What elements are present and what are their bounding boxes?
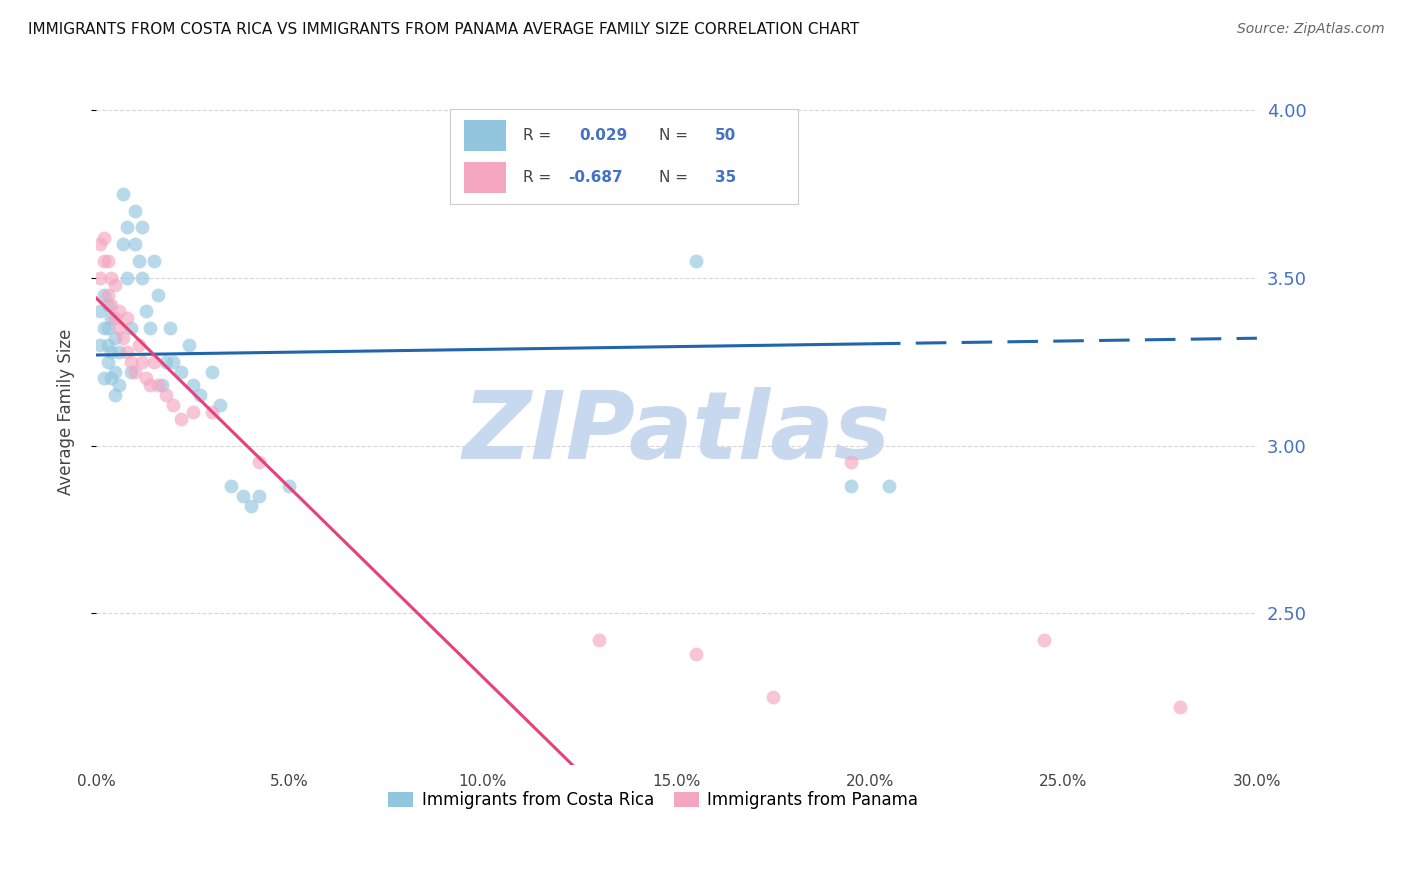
Point	[201, 365, 224, 379]
Point	[155, 388, 177, 402]
Point	[120, 321, 142, 335]
Point	[104, 331, 127, 345]
Point	[108, 378, 131, 392]
Point	[239, 499, 262, 513]
Point	[124, 203, 146, 218]
Point	[685, 254, 707, 268]
Point	[93, 321, 115, 335]
Point	[93, 230, 115, 244]
Point	[115, 220, 138, 235]
Point	[120, 365, 142, 379]
Point	[155, 354, 177, 368]
Point	[221, 479, 243, 493]
Point	[97, 338, 120, 352]
Point	[135, 304, 157, 318]
Point	[93, 371, 115, 385]
Point	[89, 304, 111, 318]
Point	[89, 237, 111, 252]
Point	[115, 344, 138, 359]
Point	[128, 254, 150, 268]
Point	[124, 365, 146, 379]
Point	[100, 270, 122, 285]
Point	[1168, 700, 1191, 714]
Text: IMMIGRANTS FROM COSTA RICA VS IMMIGRANTS FROM PANAMA AVERAGE FAMILY SIZE CORRELA: IMMIGRANTS FROM COSTA RICA VS IMMIGRANTS…	[28, 22, 859, 37]
Point	[124, 237, 146, 252]
Point	[112, 331, 135, 345]
Point	[247, 455, 270, 469]
Point	[278, 479, 301, 493]
Point	[100, 311, 122, 326]
Text: Source: ZipAtlas.com: Source: ZipAtlas.com	[1237, 22, 1385, 37]
Point	[232, 489, 254, 503]
Point	[181, 405, 204, 419]
Point	[108, 344, 131, 359]
Point	[112, 237, 135, 252]
Point	[762, 690, 785, 705]
Point	[139, 378, 162, 392]
Point	[685, 647, 707, 661]
Point	[208, 398, 231, 412]
Y-axis label: Average Family Size: Average Family Size	[58, 329, 75, 495]
Point	[120, 354, 142, 368]
Point	[143, 354, 166, 368]
Point	[162, 354, 184, 368]
Point	[177, 338, 200, 352]
Point	[170, 365, 193, 379]
Point	[97, 254, 120, 268]
Point	[146, 378, 169, 392]
Point	[100, 344, 122, 359]
Point	[170, 411, 193, 425]
Point	[139, 321, 162, 335]
Point	[1033, 633, 1056, 648]
Point	[97, 298, 120, 312]
Point	[879, 479, 901, 493]
Point	[839, 455, 862, 469]
Point	[97, 321, 120, 335]
Point	[150, 378, 173, 392]
Point	[100, 371, 122, 385]
Point	[146, 287, 169, 301]
Point	[588, 633, 610, 648]
Point	[162, 398, 184, 412]
Point	[108, 304, 131, 318]
Point	[115, 270, 138, 285]
Point	[108, 321, 131, 335]
Point	[247, 489, 270, 503]
Point	[115, 311, 138, 326]
Legend: Immigrants from Costa Rica, Immigrants from Panama: Immigrants from Costa Rica, Immigrants f…	[381, 785, 925, 816]
Point	[131, 220, 153, 235]
Point	[104, 311, 127, 326]
Text: ZIPatlas: ZIPatlas	[463, 387, 890, 479]
Point	[159, 321, 181, 335]
Point	[131, 354, 153, 368]
Point	[839, 479, 862, 493]
Point	[181, 378, 204, 392]
Point	[104, 277, 127, 292]
Point	[135, 371, 157, 385]
Point	[131, 270, 153, 285]
Point	[93, 287, 115, 301]
Point	[89, 270, 111, 285]
Point	[89, 338, 111, 352]
Point	[190, 388, 212, 402]
Point	[104, 365, 127, 379]
Point	[112, 186, 135, 201]
Point	[143, 254, 166, 268]
Point	[104, 388, 127, 402]
Point	[100, 298, 122, 312]
Point	[97, 354, 120, 368]
Point	[97, 287, 120, 301]
Point	[201, 405, 224, 419]
Point	[128, 338, 150, 352]
Point	[93, 254, 115, 268]
